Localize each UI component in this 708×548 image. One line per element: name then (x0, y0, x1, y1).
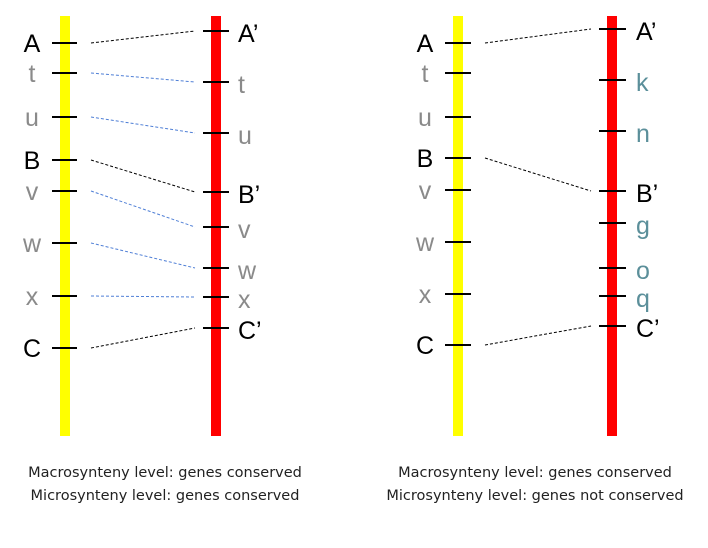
chromosome-right-2 (607, 16, 617, 436)
ticks-layer-2 (445, 28, 626, 346)
chromosome-left-2 (453, 16, 463, 436)
gene-label: C’ (636, 315, 660, 343)
left-labels-1: A t u B v w x C (22, 30, 42, 363)
gene-label: u (25, 104, 39, 132)
caption-micro-2: Microsynteny level: genes not conserved (386, 488, 683, 504)
gene-label: A’ (636, 18, 656, 46)
microsynteny-link (90, 242, 196, 269)
gene-label: B (24, 147, 41, 175)
gene-label: t (422, 60, 429, 88)
microsynteny-link (90, 72, 196, 83)
right-labels-1: A’ t u B’ v w x C’ (237, 20, 262, 345)
caption-macro-2: Macrosynteny level: genes conserved (398, 465, 672, 481)
gene-label: k (636, 69, 649, 97)
gene-label: t (29, 60, 36, 88)
gene-label: x (238, 286, 251, 314)
gene-label: x (419, 281, 432, 309)
links-layer-2 (484, 28, 592, 346)
gene-label: w (22, 230, 42, 258)
right-labels-2: A’ k n B’ g o q C’ (636, 18, 660, 343)
gene-label: u (238, 122, 252, 150)
caption-macro-1: Macrosynteny level: genes conserved (28, 465, 302, 481)
links-layer-1 (90, 30, 196, 349)
microsynteny-link (90, 116, 196, 134)
macrosynteny-link (484, 28, 592, 44)
gene-label: t (238, 71, 245, 99)
macrosynteny-link (484, 325, 592, 346)
caption-micro-1: Microsynteny level: genes conserved (31, 488, 300, 504)
panel-not-conserved: A t u B v w x C A’ k n B’ g o q C’ Macro… (386, 16, 684, 504)
macrosynteny-link (90, 30, 196, 44)
gene-label: v (419, 177, 432, 205)
gene-label: B’ (636, 180, 658, 208)
microsynteny-link (90, 190, 196, 228)
macrosynteny-link (90, 327, 196, 349)
gene-label: A (417, 30, 434, 58)
gene-label: u (418, 104, 432, 132)
gene-label: C (23, 335, 41, 363)
gene-label: o (636, 257, 650, 285)
gene-label: n (636, 120, 650, 148)
gene-label: g (636, 212, 650, 240)
gene-label: x (26, 283, 39, 311)
gene-label: A’ (238, 20, 258, 48)
microsynteny-link (90, 295, 196, 298)
gene-label: v (26, 178, 39, 206)
gene-label: B’ (238, 181, 260, 209)
gene-label: C’ (238, 317, 262, 345)
macrosynteny-link (484, 157, 592, 192)
gene-label: w (237, 257, 257, 285)
gene-label: v (238, 216, 251, 244)
panel-conserved: A t u B v w x C A’ t u B’ v w x C’ Macro… (22, 16, 302, 504)
left-labels-2: A t u B v w x C (415, 30, 435, 360)
chromosome-left-1 (60, 16, 70, 436)
gene-label: B (417, 145, 434, 173)
gene-label: q (636, 285, 650, 313)
ticks-layer-1 (52, 30, 229, 349)
gene-label: w (415, 229, 435, 257)
gene-label: A (24, 30, 41, 58)
gene-label: C (416, 332, 434, 360)
macrosynteny-link (90, 159, 196, 193)
